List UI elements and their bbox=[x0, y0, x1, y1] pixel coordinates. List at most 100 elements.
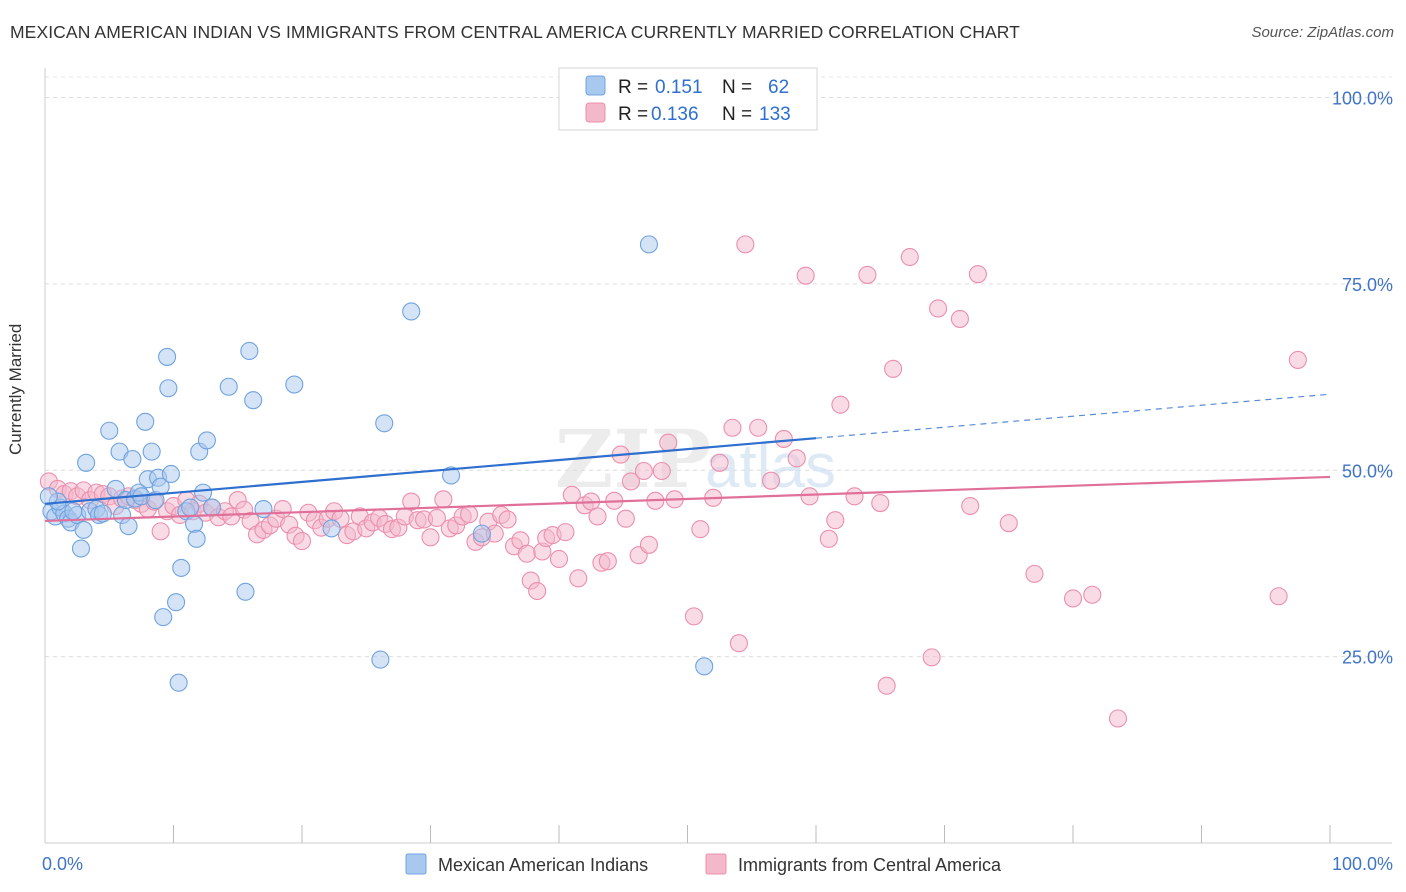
data-point-mexican-american-indians bbox=[285, 375, 304, 394]
data-point-immigrants-central-america bbox=[616, 509, 635, 528]
tick-labels: 25.0% 50.0% 75.0% 100.0% 0.0% 100.0% bbox=[42, 89, 1393, 875]
legend-label-mexican-american-indians: Mexican American Indians bbox=[438, 855, 648, 875]
y-tick-label: 25.0% bbox=[1342, 648, 1393, 668]
data-point-immigrants-central-america bbox=[884, 359, 903, 378]
stats-r-value-blue: 0.151 bbox=[655, 77, 703, 98]
data-point-mexican-american-indians bbox=[74, 520, 93, 539]
data-point-mexican-american-indians bbox=[197, 431, 216, 450]
data-point-mexican-american-indians bbox=[219, 377, 238, 396]
data-point-mexican-american-indians bbox=[100, 421, 119, 440]
x-tick-label-max: 100.0% bbox=[1332, 854, 1393, 874]
data-point-immigrants-central-america bbox=[999, 514, 1018, 533]
legend-swatch-mexican-american-indians bbox=[405, 853, 427, 875]
data-point-immigrants-central-america bbox=[684, 607, 703, 626]
data-point-immigrants-central-america bbox=[459, 505, 479, 524]
data-point-mexican-american-indians bbox=[123, 450, 142, 469]
data-point-immigrants-central-america bbox=[900, 247, 919, 267]
data-point-immigrants-central-america bbox=[402, 492, 421, 511]
data-point-immigrants-central-america bbox=[800, 487, 819, 506]
data-point-mexican-american-indians bbox=[169, 673, 188, 692]
stats-r-label-pink: R = bbox=[618, 104, 648, 125]
data-point-immigrants-central-america bbox=[1288, 350, 1307, 369]
trend-lines bbox=[44, 393, 1331, 523]
data-point-immigrants-central-america bbox=[796, 266, 815, 285]
data-point-immigrants-central-america bbox=[421, 528, 440, 547]
data-point-mexican-american-indians bbox=[181, 498, 200, 517]
data-point-immigrants-central-america bbox=[787, 449, 806, 468]
data-point-immigrants-central-america bbox=[1025, 564, 1044, 583]
data-point-mexican-american-indians bbox=[254, 499, 273, 519]
data-point-mexican-american-indians bbox=[151, 477, 170, 496]
stats-r-label-blue: R = bbox=[618, 77, 648, 98]
data-point-mexican-american-indians bbox=[187, 529, 206, 548]
data-point-immigrants-central-america bbox=[729, 634, 748, 653]
stats-n-label-blue: N = bbox=[722, 77, 752, 98]
data-point-mexican-american-indians bbox=[203, 498, 222, 517]
data-point-immigrants-central-america bbox=[929, 299, 948, 318]
data-point-immigrants-central-america bbox=[1063, 589, 1083, 608]
stats-legend: R = 0.151 N = 62 R = 0.136 N = 133 bbox=[558, 67, 818, 131]
data-point-mexican-american-indians bbox=[194, 483, 213, 502]
stats-n-value-pink: 133 bbox=[759, 104, 791, 125]
data-point-immigrants-central-america bbox=[710, 453, 729, 472]
data-point-mexican-american-indians bbox=[695, 657, 714, 676]
axes bbox=[44, 68, 1392, 844]
data-point-mexican-american-indians bbox=[240, 341, 259, 361]
data-point-mexican-american-indians bbox=[375, 414, 394, 433]
data-point-immigrants-central-america bbox=[826, 511, 845, 530]
data-point-immigrants-central-america bbox=[639, 535, 659, 554]
trend-line-mexican-american-indians bbox=[44, 437, 817, 505]
stats-n-value-blue: 62 bbox=[768, 77, 789, 98]
data-point-mexican-american-indians bbox=[71, 539, 91, 558]
source-label: Source: ZipAtlas.com bbox=[1251, 24, 1394, 41]
data-points bbox=[39, 235, 1307, 728]
data-point-mexican-american-indians bbox=[402, 302, 421, 321]
data-point-mexican-american-indians bbox=[236, 582, 255, 601]
data-point-immigrants-central-america bbox=[621, 472, 641, 491]
data-point-immigrants-central-america bbox=[749, 418, 768, 437]
data-point-immigrants-central-america bbox=[961, 496, 980, 516]
data-point-immigrants-central-america bbox=[819, 529, 838, 548]
data-point-immigrants-central-america bbox=[774, 429, 793, 448]
data-point-immigrants-central-america bbox=[598, 552, 617, 571]
data-point-immigrants-central-america bbox=[517, 544, 536, 563]
data-point-immigrants-central-america bbox=[569, 569, 588, 588]
data-point-immigrants-central-america bbox=[877, 676, 896, 695]
data-point-mexican-american-indians bbox=[442, 466, 461, 485]
data-point-mexican-american-indians bbox=[136, 412, 155, 431]
data-point-immigrants-central-america bbox=[831, 395, 850, 414]
data-point-mexican-american-indians bbox=[154, 608, 173, 627]
data-point-immigrants-central-america bbox=[427, 508, 446, 528]
data-point-immigrants-central-america bbox=[588, 507, 607, 526]
data-point-immigrants-central-america bbox=[434, 490, 453, 509]
data-point-mexican-american-indians bbox=[159, 379, 178, 398]
y-tick-label: 100.0% bbox=[1332, 89, 1393, 109]
data-point-immigrants-central-america bbox=[761, 471, 781, 490]
data-point-mexican-american-indians bbox=[119, 517, 138, 536]
data-point-immigrants-central-america bbox=[659, 433, 678, 452]
data-point-mexican-american-indians bbox=[244, 391, 263, 410]
data-point-immigrants-central-america bbox=[858, 265, 877, 284]
data-point-immigrants-central-america bbox=[556, 523, 575, 542]
data-point-immigrants-central-america bbox=[736, 235, 755, 254]
stats-legend-swatch-pink bbox=[585, 102, 606, 123]
data-point-immigrants-central-america bbox=[968, 265, 987, 284]
gridlines bbox=[45, 76, 1392, 658]
data-point-immigrants-central-america bbox=[528, 581, 547, 601]
data-point-mexican-american-indians bbox=[64, 502, 83, 521]
legend-label-immigrants-central-america: Immigrants from Central America bbox=[738, 855, 1002, 875]
data-point-mexican-american-indians bbox=[39, 487, 58, 506]
data-point-immigrants-central-america bbox=[151, 522, 170, 541]
data-point-immigrants-central-america bbox=[1083, 585, 1102, 604]
data-point-mexican-american-indians bbox=[77, 453, 96, 472]
trend-line-extension-mexican-american-indians bbox=[815, 393, 1331, 439]
data-point-mexican-american-indians bbox=[371, 650, 390, 669]
data-point-immigrants-central-america bbox=[922, 648, 941, 667]
stats-r-value-pink: 0.136 bbox=[651, 104, 699, 125]
stats-legend-swatch-blue bbox=[585, 75, 606, 96]
chart-title: MEXICAN AMERICAN INDIAN VS IMMIGRANTS FR… bbox=[10, 22, 1020, 42]
x-tick-label-min: 0.0% bbox=[42, 854, 83, 874]
data-point-immigrants-central-america bbox=[871, 494, 890, 513]
data-point-immigrants-central-america bbox=[1269, 587, 1288, 606]
